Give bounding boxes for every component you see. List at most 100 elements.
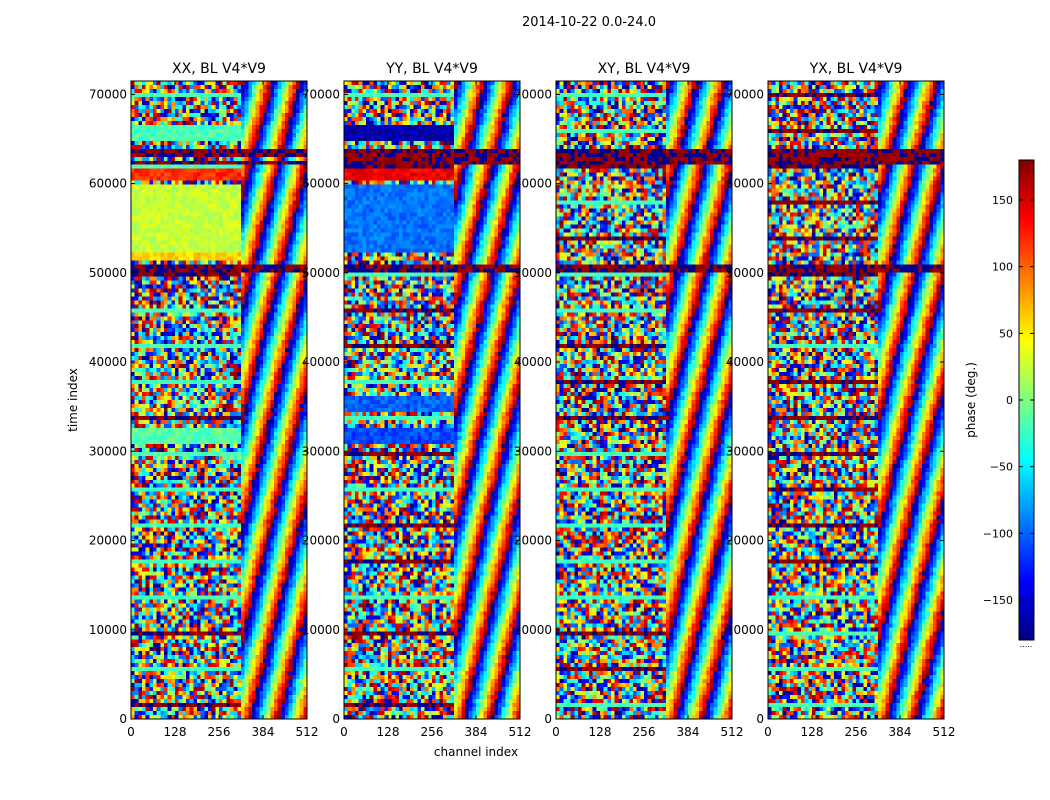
heatmap-cell — [244, 443, 249, 449]
heatmap-cell — [296, 224, 300, 229]
heatmap-cell — [149, 168, 154, 174]
heatmap-cell — [303, 300, 308, 305]
heatmap-cell — [222, 268, 227, 273]
heatmap-cell — [134, 467, 139, 473]
heatmap-cell — [248, 280, 253, 285]
heatmap-cell — [237, 272, 242, 277]
heatmap-cell — [138, 475, 143, 481]
heatmap-cell — [208, 272, 212, 277]
heatmap-cell — [204, 491, 209, 496]
heatmap-cell — [153, 419, 157, 425]
heatmap-cell — [211, 172, 216, 177]
heatmap-cell — [244, 116, 249, 122]
heatmap-cell — [252, 224, 256, 229]
heatmap-cell — [270, 332, 275, 337]
heatmap-cell — [160, 108, 165, 114]
heatmap-cell — [171, 120, 176, 126]
heatmap-cell — [292, 340, 297, 345]
heatmap-cell — [171, 152, 176, 158]
heatmap-cell — [263, 344, 267, 349]
heatmap-cell — [241, 192, 245, 197]
heatmap-cell — [277, 252, 282, 257]
heatmap-cell — [281, 248, 286, 253]
heatmap-cell — [215, 312, 220, 317]
heatmap-cell — [270, 220, 275, 225]
heatmap-cell — [142, 260, 146, 265]
heatmap-cell — [233, 344, 238, 349]
heatmap-cell — [149, 300, 154, 305]
heatmap-cell — [164, 455, 168, 461]
heatmap-cell — [197, 204, 201, 209]
heatmap-cell — [226, 324, 231, 329]
heatmap-cell — [277, 184, 282, 189]
heatmap-cell — [178, 392, 183, 397]
heatmap-cell — [189, 176, 194, 181]
heatmap-cell — [241, 435, 245, 441]
heatmap-cell — [156, 192, 161, 197]
heatmap-cell — [244, 423, 249, 429]
heatmap-cell — [156, 356, 161, 361]
heatmap-cell — [270, 431, 275, 437]
heatmap-cell — [263, 423, 267, 429]
heatmap-cell — [296, 160, 300, 166]
heatmap-cell — [171, 224, 176, 229]
heatmap-cell — [156, 244, 161, 249]
heatmap-cell — [167, 192, 172, 197]
heatmap-cell — [134, 148, 139, 154]
heatmap-cell — [138, 427, 143, 433]
heatmap-cell — [252, 100, 256, 106]
heatmap-cell — [292, 160, 297, 166]
heatmap-cell — [134, 108, 139, 114]
heatmap-cell — [244, 160, 249, 166]
heatmap-cell — [131, 407, 135, 413]
heatmap-cell — [164, 451, 168, 457]
heatmap-cell — [149, 400, 154, 405]
heatmap-cell — [164, 288, 168, 293]
heatmap-cell — [160, 300, 165, 305]
heatmap-cell — [167, 104, 172, 110]
heatmap-cell — [270, 384, 275, 389]
heatmap-cell — [299, 128, 304, 134]
heatmap-cell — [277, 104, 282, 110]
heatmap-cell — [241, 296, 245, 301]
heatmap-cell — [197, 447, 201, 453]
heatmap-cell — [182, 348, 187, 353]
heatmap-cell — [193, 431, 198, 437]
heatmap-cell — [200, 112, 205, 118]
heatmap-cell — [156, 348, 161, 353]
heatmap-cell — [149, 288, 154, 293]
heatmap-cell — [237, 260, 242, 265]
heatmap-cell — [230, 356, 234, 361]
heatmap-cell — [244, 320, 249, 325]
heatmap-cell — [226, 208, 231, 213]
heatmap-cell — [156, 184, 161, 189]
heatmap-cell — [281, 380, 286, 385]
heatmap-cell — [292, 108, 297, 114]
heatmap-cell — [241, 256, 245, 261]
heatmap-cell — [237, 92, 242, 98]
heatmap-cell — [142, 200, 146, 205]
heatmap-cell — [208, 188, 212, 193]
heatmap-cell — [145, 380, 150, 385]
heatmap-cell — [277, 376, 282, 381]
heatmap-cell — [222, 96, 227, 102]
heatmap-cell — [281, 240, 286, 245]
heatmap-cell — [222, 483, 227, 489]
heatmap-cell — [153, 471, 157, 477]
heatmap-cell — [263, 388, 267, 393]
heatmap-cell — [281, 260, 286, 265]
heatmap-cell — [156, 180, 161, 185]
heatmap-cell — [241, 168, 245, 174]
heatmap-cell — [255, 304, 260, 309]
heatmap-cell — [230, 100, 234, 106]
heatmap-cell — [299, 228, 304, 233]
heatmap-cell — [215, 296, 220, 301]
heatmap-cell — [237, 81, 242, 86]
heatmap-cell — [285, 152, 289, 158]
heatmap-cell — [270, 108, 275, 114]
heatmap-cell — [167, 96, 172, 102]
heatmap-cell — [248, 443, 253, 449]
heatmap-cell — [285, 240, 289, 245]
heatmap-cell — [211, 348, 216, 353]
heatmap-cell — [171, 467, 176, 473]
